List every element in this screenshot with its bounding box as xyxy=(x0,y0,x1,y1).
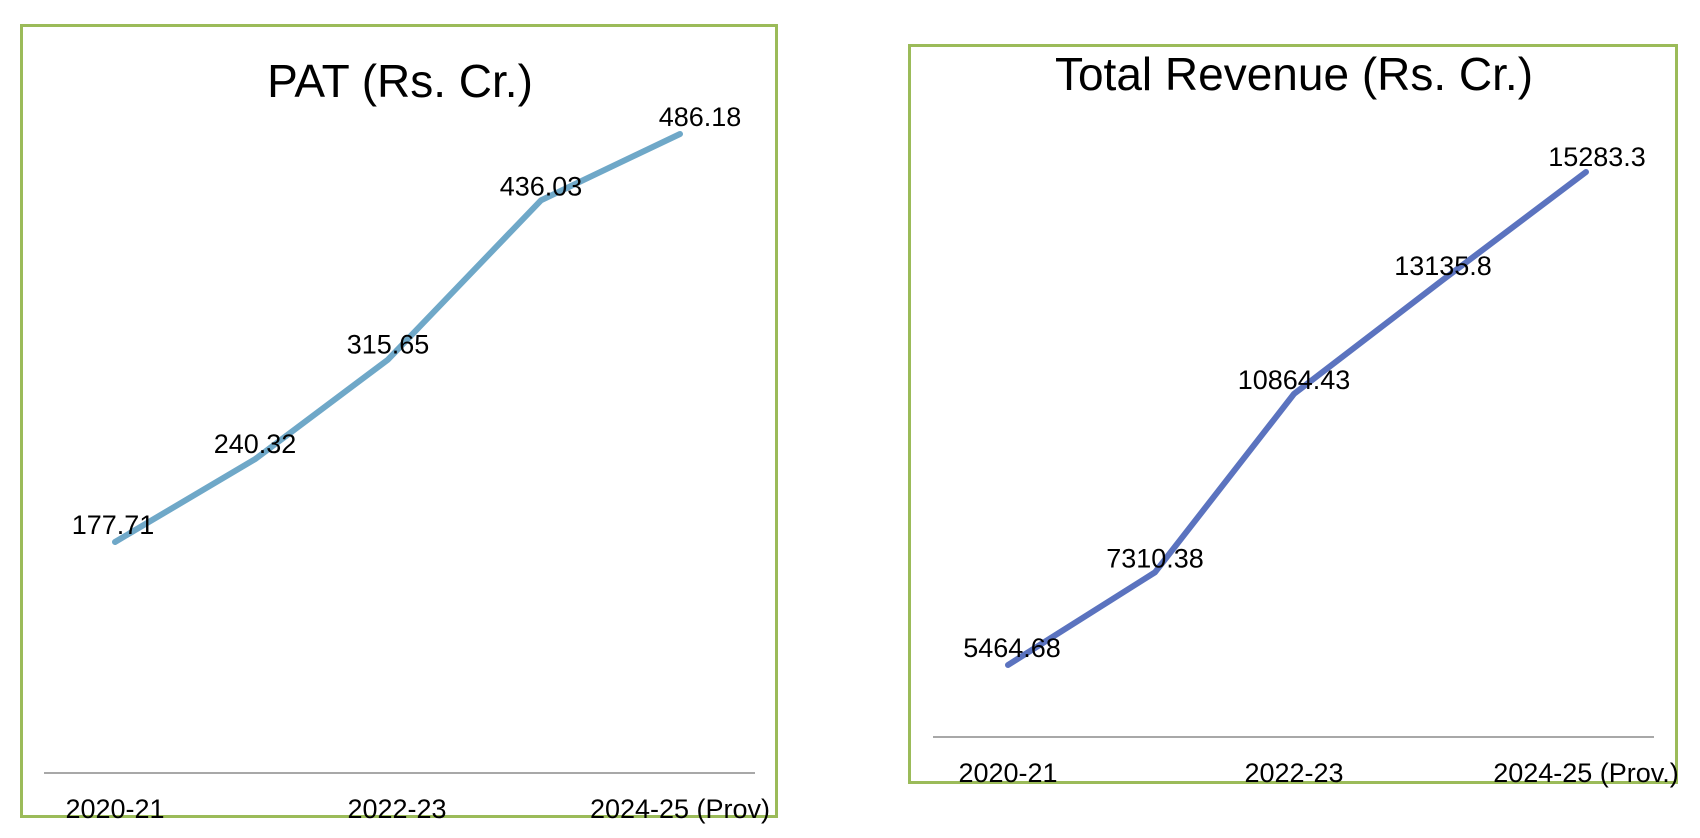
revenue-x-tick-label: 2022-23 xyxy=(1244,758,1343,788)
pat-chart-title: PAT (Rs. Cr.) xyxy=(267,55,533,107)
pat-data-label: 486.18 xyxy=(659,102,742,132)
revenue-series-line xyxy=(1005,169,1589,668)
pat-line-chart: PAT (Rs. Cr.) 177.71 240.32 315.65 436.03 48… xyxy=(44,55,770,824)
revenue-data-label: 5464.68 xyxy=(963,633,1061,663)
revenue-x-tick-label: 2020-21 xyxy=(958,758,1057,788)
revenue-data-label: 10864.43 xyxy=(1238,365,1351,395)
revenue-line-chart: Total Revenue (Rs. Cr.) 5464.68 7310.38 10… xyxy=(933,48,1679,788)
pat-data-label: 177.71 xyxy=(72,510,155,540)
pat-chart-panel: PAT (Rs. Cr.) 177.71 240.32 315.65 436.03 48… xyxy=(20,24,778,824)
pat-data-label: 315.65 xyxy=(347,330,430,360)
pat-data-label: 240.32 xyxy=(214,429,297,459)
revenue-chart-panel: Total Revenue (Rs. Cr.) 5464.68 7310.38 10… xyxy=(908,44,1679,788)
revenue-data-label: 13135.8 xyxy=(1394,251,1492,281)
pat-x-tick-label: 2022-23 xyxy=(347,794,446,824)
revenue-chart-title: Total Revenue (Rs. Cr.) xyxy=(1055,48,1533,100)
revenue-data-label: 15283.3 xyxy=(1548,142,1646,172)
revenue-data-label: 7310.38 xyxy=(1106,543,1204,573)
pat-series-line xyxy=(112,131,683,545)
pat-data-label: 436.03 xyxy=(500,171,583,201)
pat-x-tick-label: 2020-21 xyxy=(65,794,164,824)
pat-x-tick-label: 2024-25 (Prov) xyxy=(590,794,770,824)
revenue-x-tick-label: 2024-25 (Prov.) xyxy=(1493,758,1679,788)
